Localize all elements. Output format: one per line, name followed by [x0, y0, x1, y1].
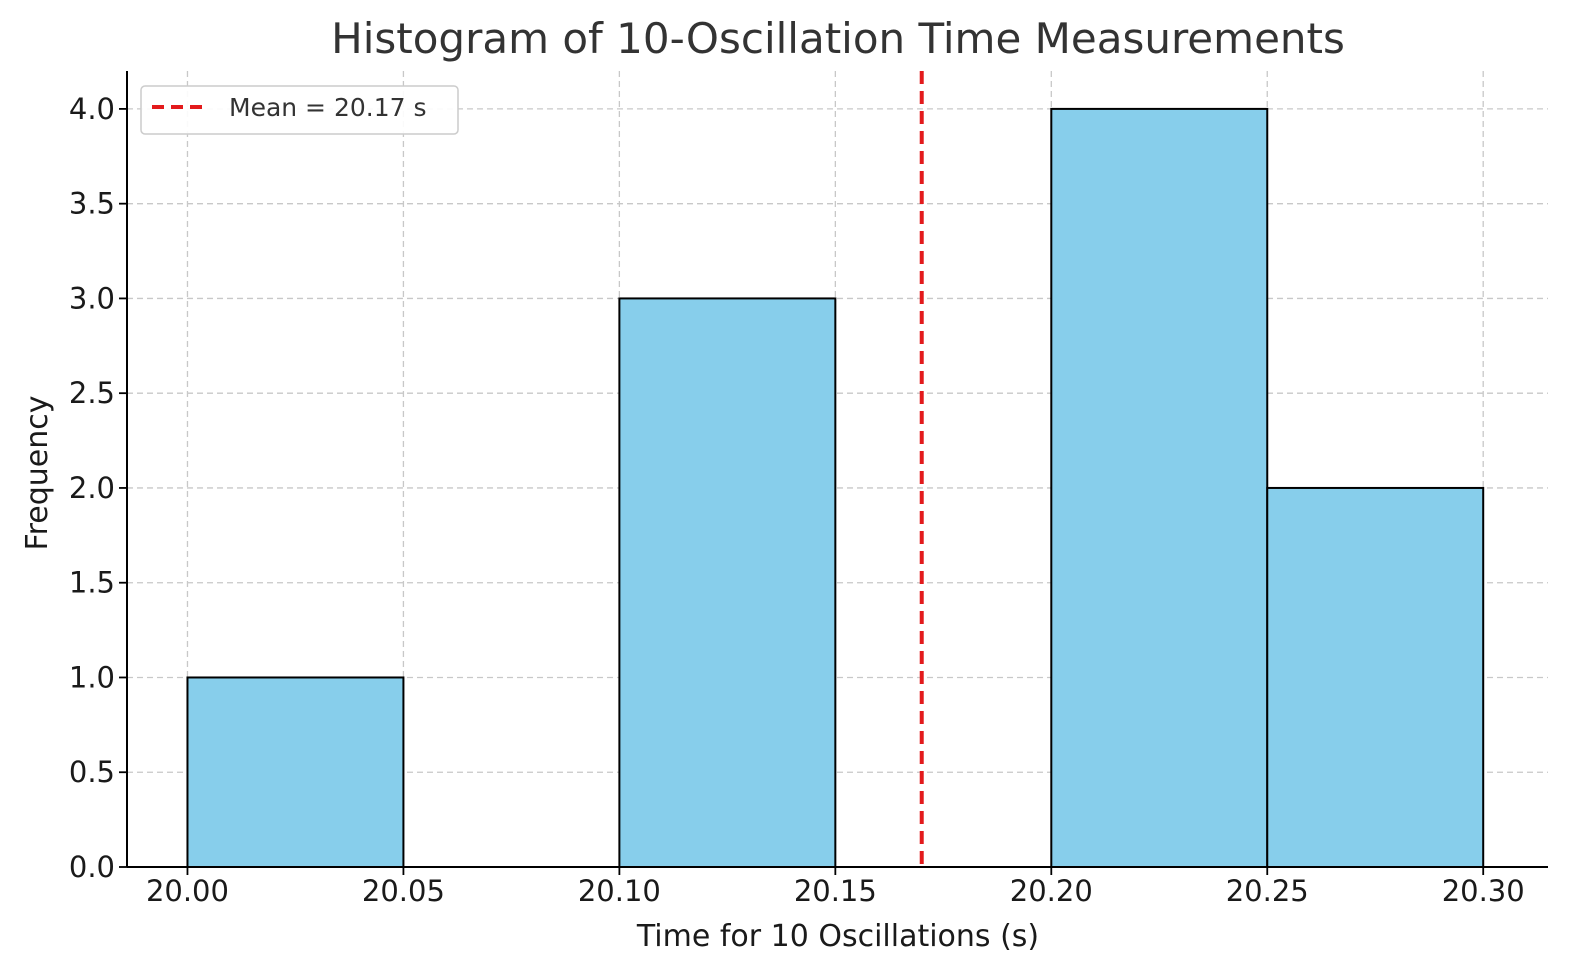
- x-tick-label: 20.15: [794, 874, 877, 908]
- y-tick-label: 4.0: [69, 92, 115, 126]
- y-tick-label: 1.0: [69, 660, 115, 694]
- x-tick-label: 20.00: [146, 874, 229, 908]
- x-tick-label: 20.20: [1010, 874, 1093, 908]
- chart-title: Histogram of 10-Oscillation Time Measure…: [331, 14, 1345, 63]
- x-tick-label: 20.10: [578, 874, 661, 908]
- y-tick-label: 3.0: [69, 281, 115, 315]
- y-tick-label: 3.5: [69, 187, 115, 221]
- legend-box: [140, 85, 459, 135]
- legend: Mean = 20.17 s: [140, 85, 459, 135]
- legend-mean-label: Mean = 20.17 s: [229, 93, 427, 122]
- y-tick-label: 0.0: [69, 850, 115, 884]
- histogram-bar: [1266, 486, 1485, 868]
- histogram-bar: [618, 297, 837, 868]
- y-tick-label: 2.0: [69, 471, 115, 505]
- y-axis-label: Frequency: [20, 396, 55, 551]
- x-axis-label: Time for 10 Oscillations (s): [636, 919, 1039, 954]
- y-tick-label: 1.5: [69, 566, 115, 600]
- histogram-bar: [1050, 107, 1269, 868]
- x-tick-label: 20.25: [1226, 874, 1309, 908]
- x-ticks: 20.00 20.05 20.10 20.15 20.20 20.25 20.30: [146, 867, 1525, 908]
- y-tick-label: 0.5: [69, 755, 115, 789]
- x-tick-label: 20.05: [362, 874, 445, 908]
- y-ticks: 0.0 0.5 1.0 1.5 2.0 2.5 3.0 3.5 4.0: [69, 92, 127, 884]
- bars: [186, 107, 1485, 868]
- histogram-bar: [186, 676, 405, 868]
- y-tick-label: 2.5: [69, 376, 115, 410]
- x-tick-label: 20.30: [1442, 874, 1525, 908]
